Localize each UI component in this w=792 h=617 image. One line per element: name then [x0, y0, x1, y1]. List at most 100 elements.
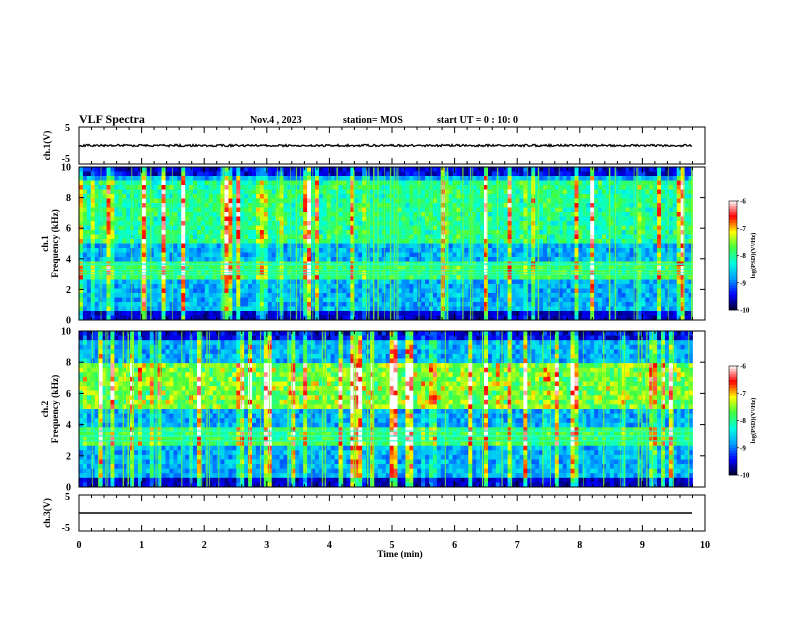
ch1-spectrogram-cell	[543, 194, 548, 199]
ch1-spectrogram-cell	[499, 230, 505, 235]
ch1-spectrogram-cell	[354, 293, 359, 298]
ch1-spectrogram-cell	[641, 239, 646, 244]
ch1-spectrogram-cell	[582, 176, 587, 181]
ch1-spectrogram-cell	[149, 315, 155, 321]
ch1-spectrogram-cell	[299, 185, 304, 190]
ch1-spectrogram-cell	[570, 275, 575, 280]
ch1-spectrogram-cell	[476, 180, 481, 186]
ch1-spectrogram-cell	[342, 171, 347, 177]
ch1-spectrogram-cell	[582, 252, 587, 258]
ch1-spectrogram-cell	[574, 203, 579, 208]
ch1-spectrogram-cell	[515, 185, 520, 190]
ch1-spectrogram-cell	[346, 311, 351, 316]
ch1-spectrogram-cell	[543, 198, 548, 204]
ch1-spectrogram-cell	[252, 293, 257, 298]
ch1-spectrogram-cell	[259, 284, 265, 289]
ch1-spectrogram-cell	[425, 198, 430, 204]
ch1-spectrogram-cell	[519, 311, 524, 316]
ch1-spectrogram-cell	[216, 293, 221, 298]
ch1-spectrogram-cell	[216, 288, 221, 294]
ch1-spectrogram-cell	[295, 180, 300, 186]
ch1-spectrogram-cell	[645, 189, 650, 195]
ch1-spectrogram-cell	[122, 212, 127, 217]
ch1-spectrogram-cell	[358, 221, 363, 226]
ch1-spectrogram-cell	[338, 234, 343, 240]
ch1-spectrogram-cell	[554, 221, 560, 226]
ch1-spectrogram-cell	[370, 306, 375, 312]
ch1-spectrogram-cell	[342, 212, 347, 217]
ch1-spectrogram-cell	[432, 257, 438, 262]
ch1-spectrogram-cell	[283, 311, 288, 316]
ch1-spectrogram-cell	[126, 279, 131, 285]
ch1-spectrogram-cell	[224, 167, 229, 172]
ch1-spectrogram-cell	[248, 185, 253, 190]
ch1-spectrogram-cell	[456, 198, 461, 204]
ch1-spectrogram-cell	[609, 194, 615, 199]
ch1-spectrogram-cell	[342, 185, 347, 190]
ch1-spectrogram-cell	[322, 302, 328, 307]
ch1-spectrogram-cell	[208, 185, 214, 190]
ch1-spectrogram-cell	[295, 239, 300, 244]
ch1-spectrogram-cell	[307, 306, 312, 312]
ch1-spectrogram-cell	[173, 297, 178, 303]
ch1-spectrogram-cell	[507, 248, 512, 253]
ch1-spectrogram-cell	[204, 180, 210, 186]
ch1-spectrogram-cell	[193, 297, 198, 303]
ch1-spectrogram-cell	[318, 234, 324, 240]
ch1-spectrogram-cell	[362, 189, 367, 195]
ch1-spectrogram-cell	[248, 275, 253, 280]
ch1-spectrogram-cell	[366, 212, 371, 217]
ch1-spectrogram-cell	[405, 252, 410, 258]
ch1-spectrogram-cell	[346, 207, 351, 213]
ch1-spectrogram-cell	[82, 230, 88, 235]
ch1-spectrogram-cell	[550, 225, 556, 231]
ch1-spectrogram-cell	[511, 257, 516, 262]
ch1-spectrogram-cell	[244, 266, 249, 271]
ch1-spectrogram-cell	[432, 275, 438, 280]
ch1-spectrogram-cell	[263, 302, 269, 307]
ch1-spectrogram-cell	[393, 230, 398, 235]
ch1-spectrogram-cell	[110, 239, 115, 244]
ch1-spectrogram-cell	[110, 225, 115, 231]
ch1-spectrogram-cell	[464, 252, 469, 258]
ch1-spectrogram-cell	[141, 194, 147, 199]
ch1-spectrogram-cell	[594, 252, 599, 258]
ch1-spectrogram-cell	[381, 207, 387, 213]
ch1-spectrogram-cell	[255, 194, 261, 199]
ch1-spectrogram-cell	[377, 185, 383, 190]
ch1-spectrogram-cell	[393, 293, 398, 298]
ch1-spectrogram-cell	[177, 279, 182, 285]
ch1-spectrogram-cell	[291, 221, 296, 226]
ch1-spectrogram-cell	[354, 176, 359, 181]
ch1-spectrogram-cell	[149, 311, 155, 316]
ch1-spectrogram-cell	[291, 293, 296, 298]
ch1-spectrogram-cell	[299, 225, 304, 231]
ch1-spectrogram-cell	[259, 297, 265, 303]
ch1-spectrogram-cell	[263, 225, 269, 231]
ch1-spectrogram-cell	[484, 293, 489, 298]
ch1-waveform-ylabel: ch.1(V)	[42, 131, 53, 161]
ch1-spectrogram-cell	[586, 252, 591, 258]
ch1-spectrogram-cell	[574, 257, 579, 262]
ch1-spectrogram-cell	[204, 275, 210, 280]
ch1-spectrogram-cell	[491, 302, 497, 307]
ch1-spectrogram-cell	[373, 194, 379, 199]
ch1-spectrogram-cell	[208, 230, 214, 235]
ch1-spectrogram-cell	[90, 185, 96, 190]
ch1-spectrogram-cell	[228, 207, 233, 213]
ch1-spectrogram-cell	[472, 203, 477, 208]
ch1-spectrogram-cell	[141, 275, 147, 280]
ch1-spectrogram-cell	[456, 306, 461, 312]
ch1-spectrogram-cell	[491, 189, 497, 195]
ch1-spectrogram-cell	[307, 221, 312, 226]
ch1-spectrogram-cell	[126, 198, 131, 204]
ch1-spectrogram-cell	[248, 239, 253, 244]
ch1-spectrogram-cell	[566, 194, 571, 199]
ch1-spectrogram-cell	[279, 185, 284, 190]
ch1-spectrogram-cell	[279, 266, 284, 271]
ch1-spectrogram-cell	[137, 194, 143, 199]
ch1-spectrogram-cell	[358, 185, 363, 190]
ch1-spectrogram-cell	[515, 252, 520, 258]
ch1-spectrogram-cell	[507, 297, 512, 303]
ch1-spectrogram-cell	[153, 302, 159, 307]
